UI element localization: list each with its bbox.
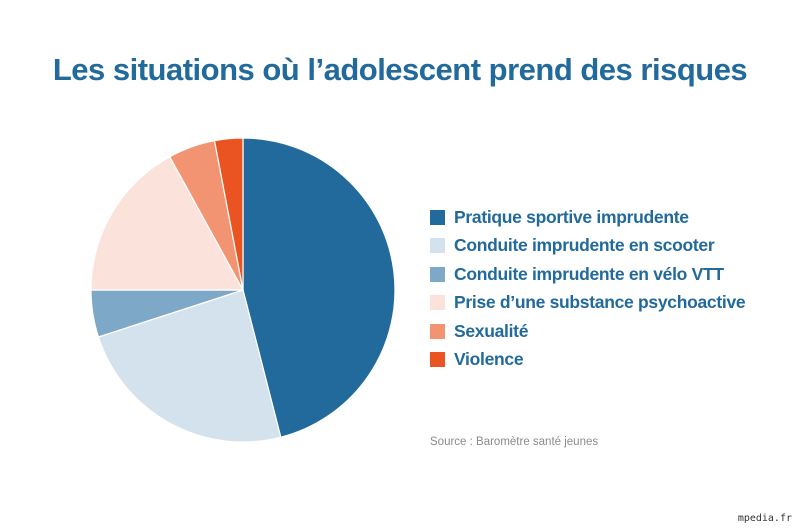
pie-slice-6 <box>213 137 244 291</box>
legend-label: Violence <box>454 349 524 370</box>
legend-item-5: Sexualité <box>430 317 745 346</box>
watermark-text: mpedia.fr <box>737 513 792 524</box>
pie-slice-4 <box>90 155 245 291</box>
legend-swatch <box>430 209 445 225</box>
chart-title: Les situations où l’adolescent prend des… <box>52 52 748 87</box>
source-note: Source : Baromètre santé jeunes <box>430 436 599 448</box>
legend-label: Pratique sportive imprudente <box>454 206 689 227</box>
legend-item-2: Conduite imprudente en scooter <box>430 232 745 261</box>
chart-legend: Pratique sportive imprudente Conduite imp… <box>430 203 746 375</box>
legend-swatch <box>430 352 445 368</box>
legend-swatch <box>430 323 445 339</box>
legend-swatch <box>430 238 445 254</box>
legend-swatch <box>430 295 445 311</box>
legend-label: Conduite imprudente en vélo VTT <box>454 263 724 284</box>
legend-item-4: Prise d’une substance psychoactive <box>430 289 746 318</box>
legend-label: Sexualité <box>454 320 529 341</box>
legend-item-3: Conduite imprudente en vélo VTT <box>430 260 745 289</box>
legend-label: Conduite imprudente en scooter <box>454 235 715 256</box>
pie-slice-1 <box>242 137 396 438</box>
legend-label: Prise d’une substance psychoactive <box>454 292 746 313</box>
legend-item-6: Violence <box>430 346 745 375</box>
legend-item-1: Pratique sportive imprudente <box>430 203 745 232</box>
legend-swatch <box>430 266 445 282</box>
pie-slice-2 <box>97 289 282 443</box>
